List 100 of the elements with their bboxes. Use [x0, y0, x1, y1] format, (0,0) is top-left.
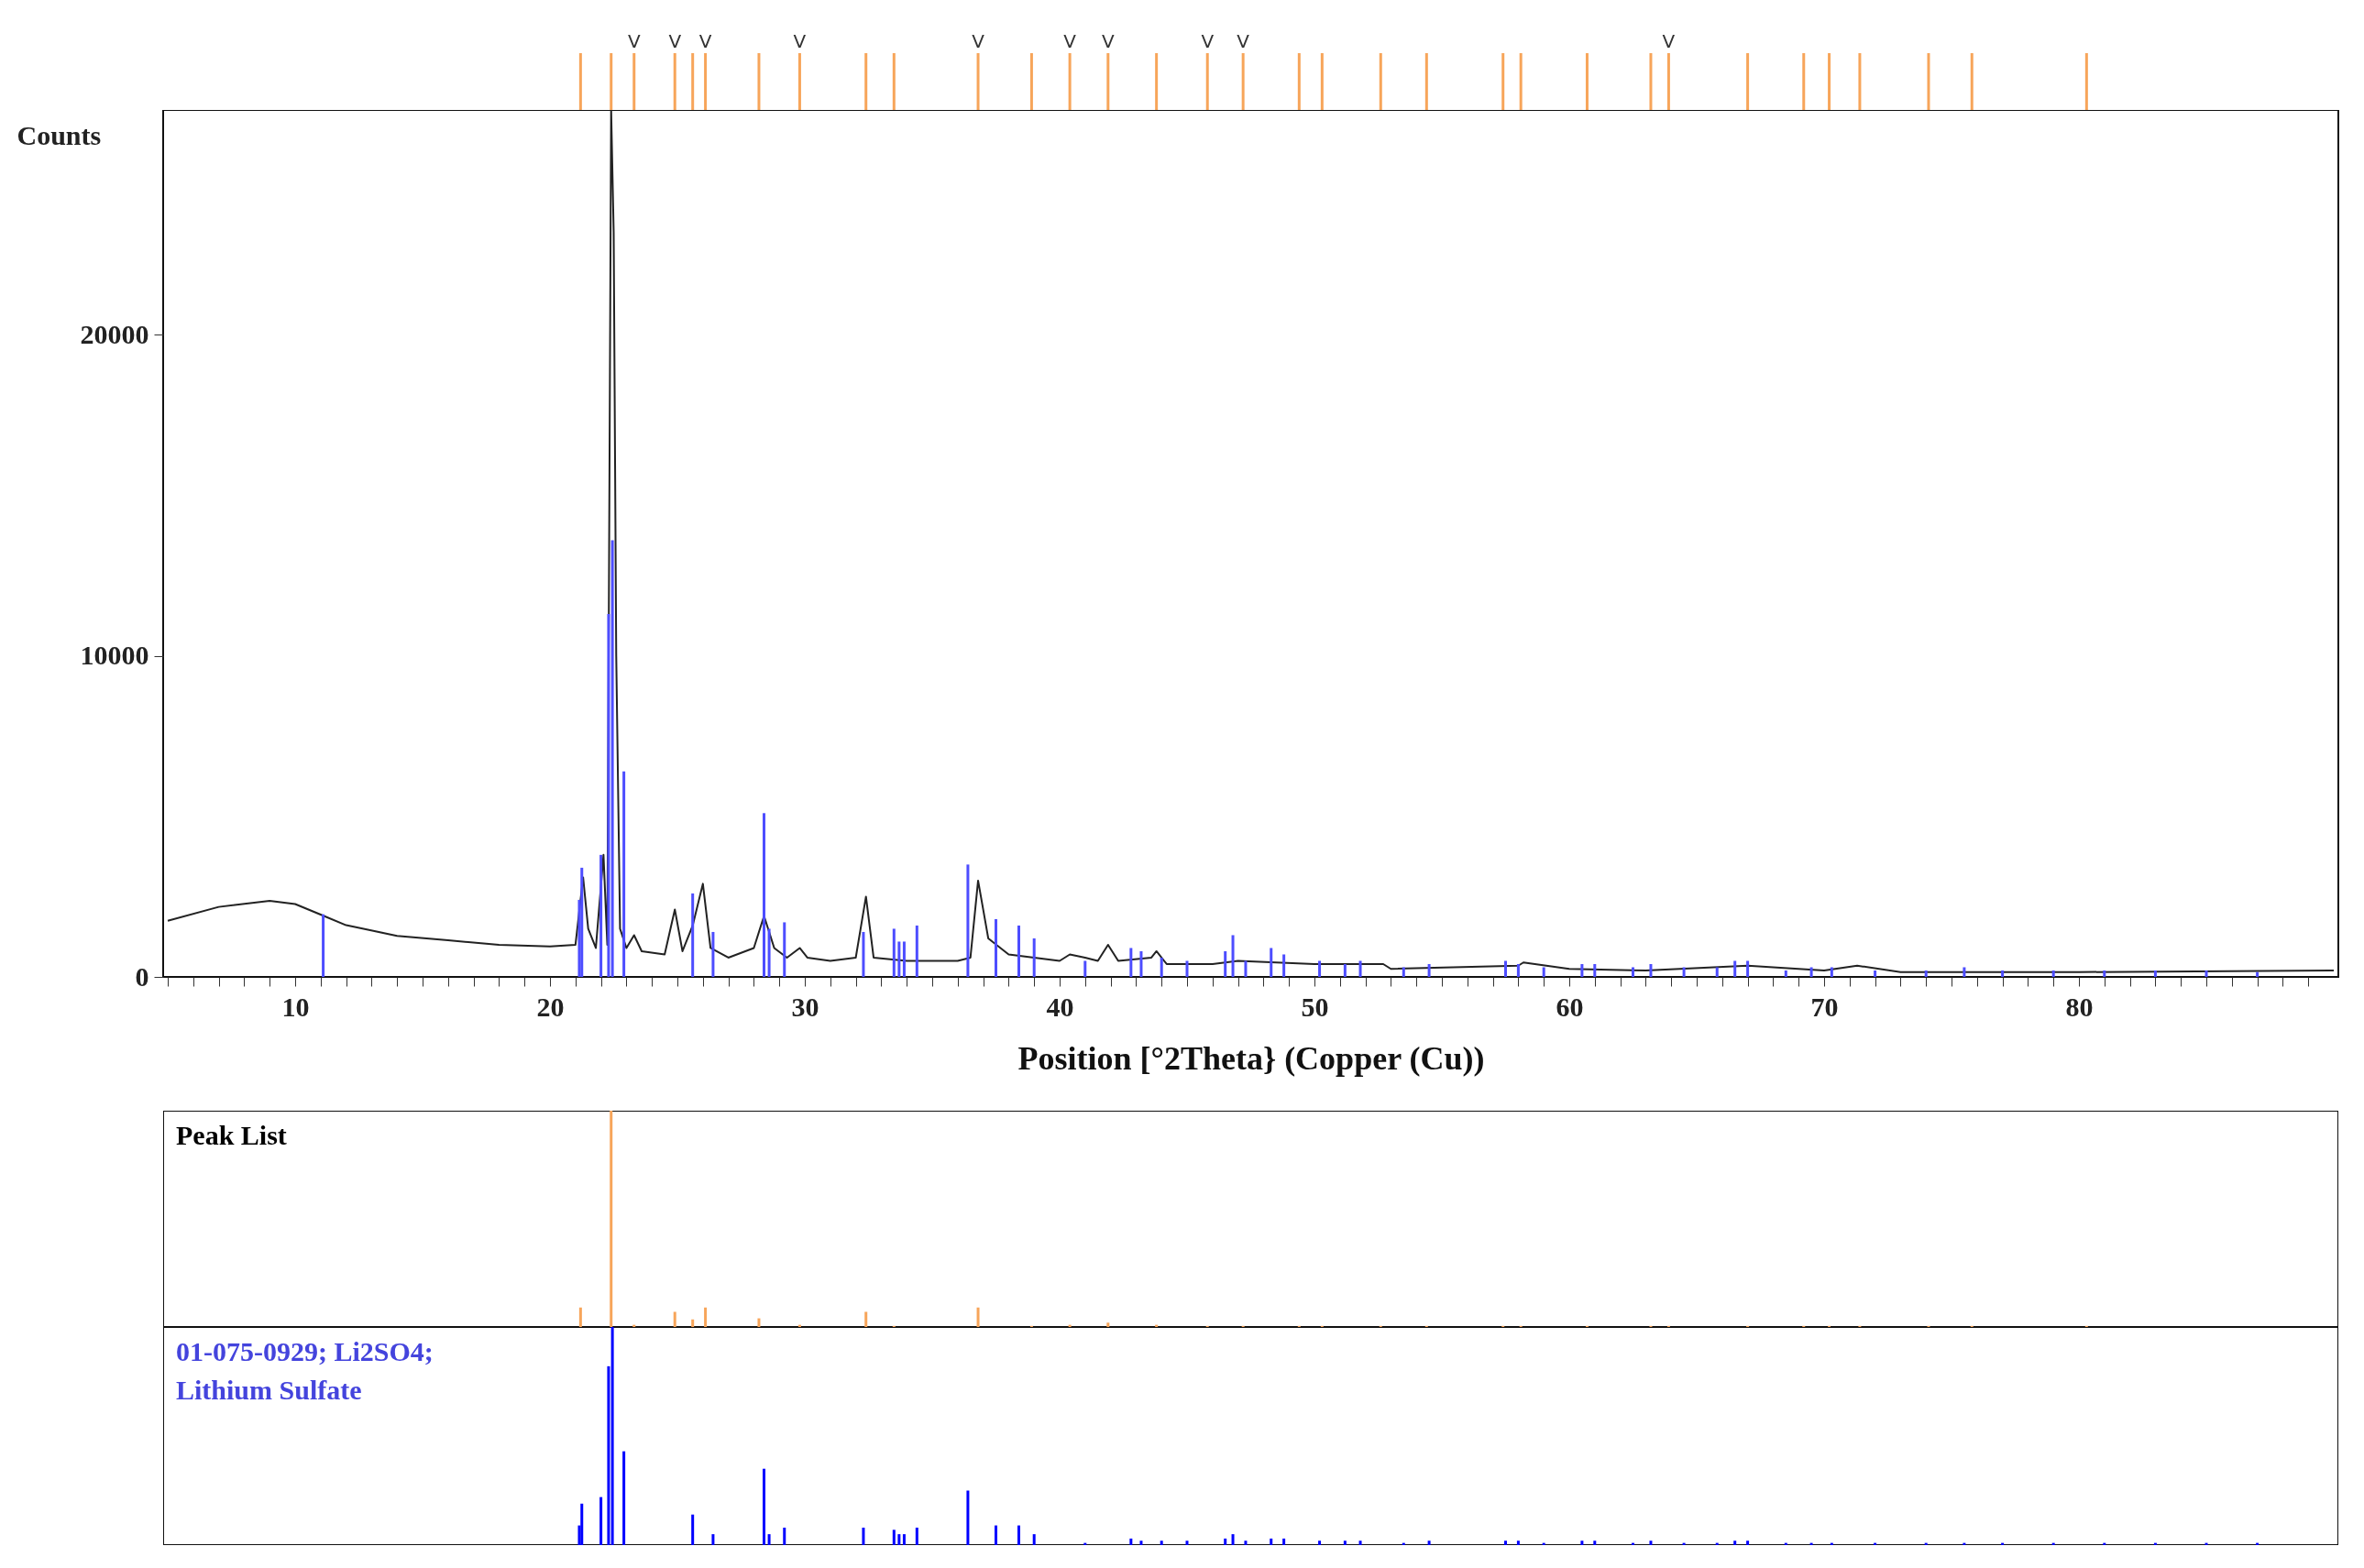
bar	[763, 1468, 766, 1545]
bar	[1032, 938, 1036, 977]
bar	[767, 928, 771, 977]
bar	[2103, 970, 2106, 977]
bar	[915, 1527, 918, 1545]
bar	[1185, 960, 1189, 977]
bar	[2153, 970, 2157, 977]
x-tick-label: 30	[791, 991, 819, 1022]
x-tick-label: 40	[1046, 991, 1074, 1022]
bar	[763, 813, 766, 977]
bar	[966, 864, 970, 977]
bar	[1244, 1541, 1248, 1545]
annotation: V	[793, 30, 807, 52]
bar	[892, 928, 896, 977]
bar	[1270, 1538, 1273, 1545]
bar	[902, 941, 906, 977]
bar	[622, 1451, 626, 1545]
bar	[1733, 1541, 1737, 1545]
annotation: V	[1101, 30, 1115, 52]
bar	[1282, 1538, 1286, 1545]
bar	[1318, 1541, 1322, 1545]
bar	[1649, 1541, 1653, 1545]
bar	[1139, 950, 1143, 977]
bar	[1830, 967, 1833, 977]
x-tick-label: 80	[2065, 991, 2094, 1022]
bar	[783, 922, 786, 977]
bar	[610, 540, 614, 977]
bar	[1784, 970, 1787, 977]
bar	[1231, 935, 1235, 977]
bar	[1632, 967, 1634, 977]
bar	[1593, 963, 1597, 977]
bar	[1224, 1538, 1227, 1545]
bar	[1516, 1541, 1520, 1545]
line-series	[167, 110, 2335, 973]
bar	[607, 1365, 610, 1545]
bar	[1715, 967, 1719, 977]
bar	[1358, 1541, 1362, 1545]
bar	[704, 1307, 708, 1327]
bar	[1106, 1322, 1110, 1327]
bar	[1649, 963, 1653, 977]
chart-title: Peak List	[176, 1119, 287, 1152]
bar	[1924, 970, 1928, 977]
bar	[995, 1525, 997, 1545]
bar	[897, 941, 901, 977]
bar	[622, 771, 626, 977]
x-tick-label: 70	[1810, 991, 1839, 1022]
bar	[691, 1319, 695, 1327]
bar	[1160, 1541, 1163, 1545]
bar	[2256, 971, 2260, 977]
x-tick-label: 60	[1556, 991, 1584, 1022]
bar	[607, 614, 610, 977]
bar	[757, 1318, 761, 1327]
bar	[711, 1534, 715, 1545]
bar	[892, 1530, 896, 1545]
bar	[1282, 954, 1286, 977]
bar	[1017, 1525, 1021, 1545]
bar	[1083, 960, 1087, 977]
bar	[783, 1527, 786, 1545]
annotation: V	[972, 30, 985, 52]
bar	[691, 893, 695, 977]
bar	[599, 1497, 603, 1545]
bar	[1139, 1541, 1143, 1545]
bar	[1318, 960, 1322, 977]
bar	[1580, 1541, 1584, 1545]
bar	[322, 914, 325, 977]
bar	[976, 1307, 980, 1327]
annotation: V	[627, 30, 641, 52]
bar	[580, 867, 584, 977]
annotation: V	[1201, 30, 1215, 52]
bar	[1343, 963, 1347, 977]
bar	[1017, 925, 1021, 977]
bar	[1733, 960, 1737, 977]
annotation: V	[1063, 30, 1077, 52]
bar	[862, 1527, 865, 1545]
bar	[1516, 963, 1520, 977]
bar	[1402, 967, 1405, 977]
bar	[1504, 960, 1507, 977]
bar	[1682, 967, 1686, 977]
y-axis-title: Counts	[16, 119, 102, 150]
bar	[691, 1514, 695, 1545]
bar	[1963, 967, 1966, 977]
bar	[1270, 948, 1273, 977]
bar	[1244, 960, 1248, 977]
x-tick-label: 50	[1301, 991, 1329, 1022]
bar	[902, 1534, 906, 1545]
bar	[578, 1307, 582, 1327]
bar	[1809, 967, 1813, 977]
bar	[1593, 1541, 1597, 1545]
bar	[1160, 957, 1163, 977]
bar	[1129, 948, 1133, 977]
x-axis-title: Position [°2Theta} (Copper (Cu))	[1017, 1039, 1485, 1077]
bar	[1542, 967, 1545, 977]
bar	[1185, 1541, 1189, 1545]
bar	[1427, 1541, 1431, 1545]
x-tick-label: 20	[536, 991, 565, 1022]
bar	[864, 1311, 868, 1327]
bar	[966, 1490, 970, 1545]
annotation: V	[1237, 30, 1250, 52]
bar	[915, 925, 918, 977]
bar	[1343, 1541, 1347, 1545]
